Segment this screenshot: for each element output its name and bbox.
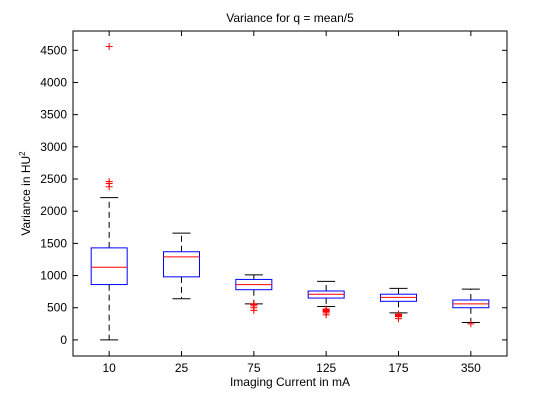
y-tick-label: 500 — [47, 301, 67, 315]
y-tick-label: 3000 — [40, 140, 67, 154]
box-175 — [380, 287, 417, 323]
y-tick-label: 0 — [60, 333, 67, 347]
x-tick-label: 350 — [461, 361, 481, 375]
box-125 — [307, 280, 345, 319]
axis-ticks: 0 500 1000 1500 2000 2500 3000 3500 4000 4500 10 25… — [40, 31, 507, 375]
x-tick-label: 75 — [247, 361, 261, 375]
outlier-marker — [395, 310, 402, 318]
box-iqr — [90, 247, 128, 286]
x-tick-label: 125 — [316, 361, 336, 375]
x-tick-label: 25 — [175, 361, 189, 375]
plot-area — [72, 30, 508, 357]
y-tick-label: 4000 — [40, 75, 67, 89]
y-tick-label: 2000 — [40, 204, 67, 218]
box-iqr — [163, 251, 200, 278]
outlier-marker — [105, 42, 113, 50]
box-350 — [452, 288, 490, 328]
x-tick-label: 175 — [388, 361, 408, 375]
outlier-marker — [467, 320, 475, 328]
y-axis-label-superscript: 2 — [18, 151, 27, 156]
y-tick-label: 3500 — [40, 108, 67, 122]
box-series — [90, 42, 490, 341]
x-axis-label: Imaging Current in mA — [230, 375, 350, 389]
y-tick-label: 2500 — [40, 172, 67, 186]
outlier-marker — [105, 178, 113, 186]
box-25 — [163, 232, 200, 300]
outlier-marker — [250, 300, 258, 308]
x-tick-label: 10 — [102, 361, 116, 375]
y-tick-label: 1500 — [40, 236, 67, 250]
y-tick-label: 4500 — [40, 43, 67, 57]
y-axis-label: Variance in HU2 — [18, 151, 33, 236]
outlier-marker — [322, 305, 330, 313]
box-10 — [90, 42, 128, 341]
box-75 — [235, 274, 273, 314]
y-axis-label-main: Variance in HU — [19, 156, 33, 236]
y-tick-label: 1000 — [40, 269, 67, 283]
chart-title: Variance for q = mean/5 — [226, 11, 354, 25]
